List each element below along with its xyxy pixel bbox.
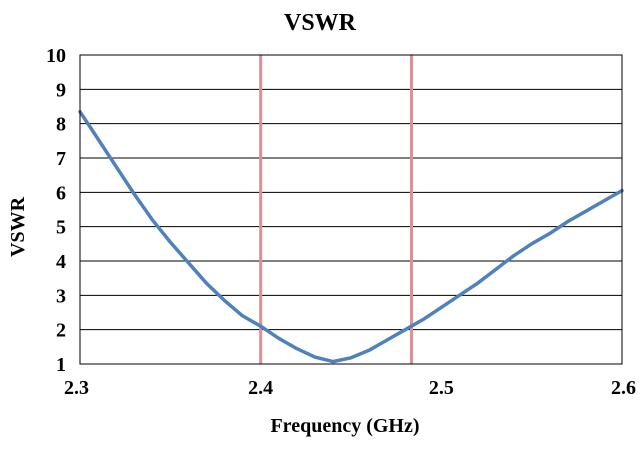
x-tick-labels: 2.3 2.4 2.5 2.6	[64, 377, 636, 399]
y-axis-title: VSWR	[7, 196, 29, 257]
y-tick-label-5: 5	[56, 217, 66, 239]
plot-frame	[79, 54, 623, 365]
y-tick-label-10: 10	[46, 45, 66, 67]
grid-layer	[80, 54, 622, 365]
x-tick-label-2.3: 2.3	[64, 377, 89, 399]
y-tick-labels: 1 2 3 4 5 6 7 8 9 10	[46, 45, 66, 376]
y-tick-label-8: 8	[56, 114, 66, 136]
plot-area-border	[79, 54, 623, 365]
y-tick-label-6: 6	[56, 182, 66, 204]
y-tick-label-9: 9	[56, 79, 66, 101]
y-tick-label-3: 3	[56, 285, 66, 307]
x-axis-title: Frequency (GHz)	[270, 415, 419, 437]
x-tick-label-2.4: 2.4	[248, 377, 273, 399]
y-tick-label-2: 2	[56, 320, 66, 342]
x-tick-label-2.5: 2.5	[429, 377, 454, 399]
y-tick-label-4: 4	[56, 251, 66, 273]
y-tick-label-7: 7	[56, 148, 66, 170]
reference-lines	[259, 55, 414, 364]
x-tick-label-2.6: 2.6	[611, 377, 636, 399]
series-line-1	[78, 109, 624, 364]
y-tick-label-1: 1	[56, 354, 66, 376]
series-layer	[78, 109, 624, 364]
chart-title: VSWR	[284, 10, 357, 36]
